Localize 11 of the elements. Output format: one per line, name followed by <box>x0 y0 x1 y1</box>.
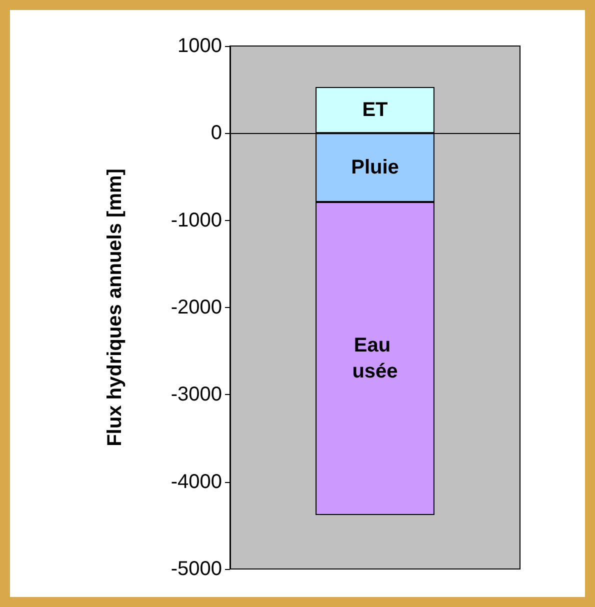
y-axis-title: Flux hydriques annuels [mm] <box>104 168 126 446</box>
series-label: Eau usée <box>352 334 398 382</box>
y-tick-label: 0 <box>210 122 222 144</box>
y-tick-label: 1000 <box>178 35 222 57</box>
series-label: Pluie <box>351 156 399 179</box>
y-tick-label: -3000 <box>170 384 222 406</box>
y-tick-label: -5000 <box>170 558 222 580</box>
y-tick-label: -4000 <box>170 470 222 493</box>
y-tick-label: -2000 <box>170 296 222 318</box>
y-tick-label: -1000 <box>170 209 222 232</box>
series-label: ET <box>362 99 388 122</box>
